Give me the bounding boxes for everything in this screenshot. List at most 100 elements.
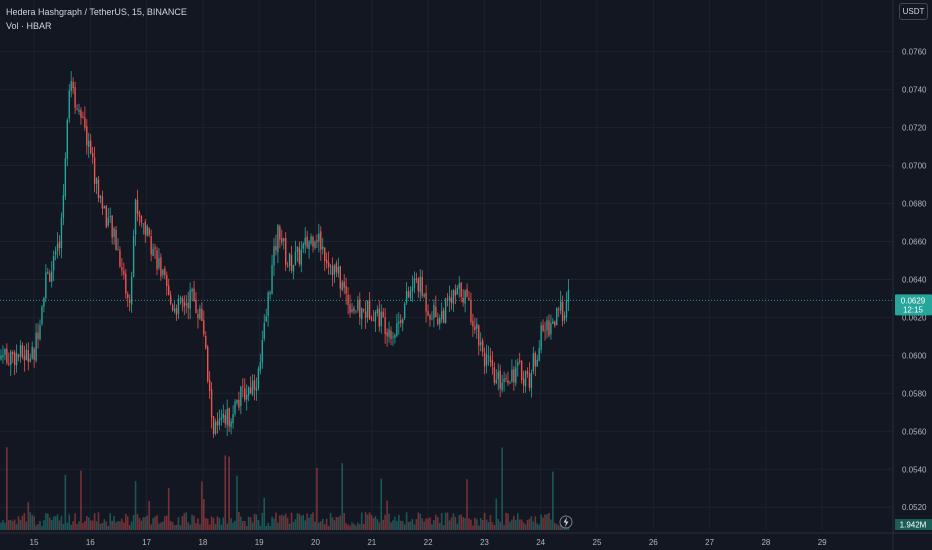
candle-body: [544, 330, 546, 332]
volume-bar: [2, 520, 4, 530]
candle-body: [17, 354, 20, 357]
volume-bar: [138, 517, 141, 530]
volume-bar: [97, 512, 100, 530]
volume-bar: [269, 525, 271, 530]
time-tick-label: 29: [818, 538, 827, 547]
candle-body: [513, 369, 515, 383]
volume-bar: [4, 522, 6, 530]
volume-bar: [552, 471, 554, 530]
candle-body: [70, 81, 72, 91]
candle-body: [364, 311, 367, 319]
volume-bar: [327, 525, 330, 530]
volume-bar: [360, 512, 363, 530]
price-tick-label: 0.0720: [902, 124, 927, 133]
candle-body: [152, 249, 154, 256]
volume-bar: [23, 513, 26, 530]
last-price-value: 0.0629: [901, 296, 926, 305]
candle-body: [76, 108, 78, 110]
price-tick-label: 0.0740: [902, 86, 927, 95]
volume-bar: [396, 521, 398, 530]
volume-bar: [216, 516, 219, 530]
volume-bar: [64, 474, 67, 530]
price-tick-label: 0.0680: [902, 200, 927, 209]
volume-bar: [501, 447, 503, 530]
candle-body: [201, 308, 203, 322]
volume-bar: [156, 515, 158, 530]
volume-bar: [559, 522, 562, 530]
time-axis[interactable]: 15 16 17 18 19 20 21 22 23 24 25 26 27 28 29: [0, 532, 932, 547]
volume-bar: [339, 515, 342, 530]
candle-body: [265, 316, 267, 322]
candle-body: [478, 325, 480, 346]
candle-body: [509, 382, 511, 384]
candle-body: [337, 266, 340, 274]
candle-body: [540, 325, 542, 350]
candle-body: [468, 297, 470, 301]
candle-body: [251, 381, 254, 395]
candle-body: [378, 308, 380, 327]
candle-body: [64, 158, 67, 197]
candle-body: [316, 240, 318, 243]
candle-body: [193, 288, 195, 301]
volume-bar: [450, 517, 453, 530]
volume-bar: [126, 516, 129, 530]
volume-legend[interactable]: Vol · HBAR: [6, 21, 52, 31]
candle-body: [125, 273, 127, 294]
candle-body: [415, 278, 418, 280]
currency-button[interactable]: USDT: [899, 3, 928, 20]
candle-body: [556, 307, 558, 326]
candle-body: [394, 334, 396, 338]
candle-body: [12, 352, 14, 355]
candle-body: [181, 297, 184, 303]
volume-bar: [284, 513, 287, 530]
volume-bar: [345, 523, 347, 530]
candle-body: [191, 288, 193, 292]
volume-bar: [193, 515, 195, 530]
volume-bar: [255, 514, 258, 530]
candle-body: [72, 82, 74, 88]
candle-body: [111, 215, 113, 238]
symbol-title[interactable]: Hedera Hashgraph / TetherUS, 15, BINANCE: [6, 7, 187, 17]
time-tick-label: 22: [424, 538, 433, 547]
volume-bar: [407, 522, 410, 530]
candle-body: [273, 246, 275, 266]
candle-body: [495, 379, 497, 384]
price-tick-label: 0.0540: [902, 465, 927, 474]
volume-bar: [113, 516, 115, 530]
volume-bar: [230, 518, 232, 530]
volume-bar: [119, 521, 121, 530]
volume-bar: [148, 501, 150, 530]
candle-body: [403, 303, 406, 319]
volume-bar: [554, 523, 556, 530]
volume-bar: [195, 523, 197, 530]
candle-body: [166, 274, 168, 287]
lightning-icon[interactable]: [559, 515, 573, 529]
volume-bar: [279, 515, 281, 530]
volume-bar: [524, 524, 527, 530]
candle-body: [286, 266, 289, 268]
candle-body: [127, 294, 129, 299]
candle-body: [421, 276, 423, 296]
volume-bar: [165, 515, 168, 530]
volume-bar: [128, 525, 131, 530]
price-axis[interactable]: 0.0760 0.0740 0.0720 0.0700 0.0680 0.0660 0.06…: [892, 0, 927, 550]
candle-body: [302, 243, 304, 249]
volume-bar: [368, 512, 371, 530]
volume-bar: [294, 519, 297, 530]
candle-body: [333, 264, 336, 275]
volume-bar: [206, 518, 209, 530]
candle-body: [140, 216, 143, 223]
volume-bar: [267, 522, 269, 530]
candle-body: [60, 217, 63, 249]
candle-body: [491, 360, 494, 366]
volume-bar: [72, 521, 74, 530]
candle-body: [454, 290, 457, 296]
candle-body: [548, 320, 550, 336]
candle-body: [212, 416, 215, 434]
volume-bar: [271, 516, 273, 530]
volume-bar: [425, 518, 427, 530]
candle-body: [138, 212, 141, 217]
volume-bar: [526, 519, 529, 530]
